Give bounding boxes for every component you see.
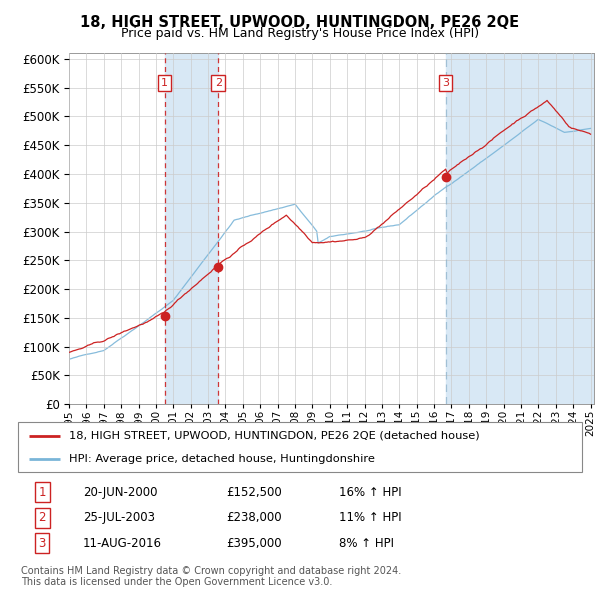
Text: 1: 1: [161, 78, 168, 88]
Text: This data is licensed under the Open Government Licence v3.0.: This data is licensed under the Open Gov…: [21, 577, 332, 587]
Text: 16% ↑ HPI: 16% ↑ HPI: [340, 486, 402, 499]
Text: 25-JUL-2003: 25-JUL-2003: [83, 511, 155, 525]
Text: 2: 2: [38, 511, 46, 525]
Text: 18, HIGH STREET, UPWOOD, HUNTINGDON, PE26 2QE (detached house): 18, HIGH STREET, UPWOOD, HUNTINGDON, PE2…: [69, 431, 479, 441]
Text: 1: 1: [38, 486, 46, 499]
Text: Contains HM Land Registry data © Crown copyright and database right 2024.: Contains HM Land Registry data © Crown c…: [21, 566, 401, 576]
Bar: [446, 53, 594, 404]
Text: £152,500: £152,500: [227, 486, 283, 499]
Bar: [164, 53, 218, 404]
Text: Price paid vs. HM Land Registry's House Price Index (HPI): Price paid vs. HM Land Registry's House …: [121, 27, 479, 40]
Text: 3: 3: [442, 78, 449, 88]
Text: 18, HIGH STREET, UPWOOD, HUNTINGDON, PE26 2QE: 18, HIGH STREET, UPWOOD, HUNTINGDON, PE2…: [80, 15, 520, 30]
Text: 11% ↑ HPI: 11% ↑ HPI: [340, 511, 402, 525]
Text: 20-JUN-2000: 20-JUN-2000: [83, 486, 157, 499]
Text: 3: 3: [38, 537, 46, 550]
FancyBboxPatch shape: [18, 422, 582, 472]
Text: HPI: Average price, detached house, Huntingdonshire: HPI: Average price, detached house, Hunt…: [69, 454, 374, 464]
Text: £395,000: £395,000: [227, 537, 283, 550]
Text: 11-AUG-2016: 11-AUG-2016: [83, 537, 162, 550]
Text: £238,000: £238,000: [227, 511, 283, 525]
Text: 8% ↑ HPI: 8% ↑ HPI: [340, 537, 394, 550]
Text: 2: 2: [215, 78, 222, 88]
